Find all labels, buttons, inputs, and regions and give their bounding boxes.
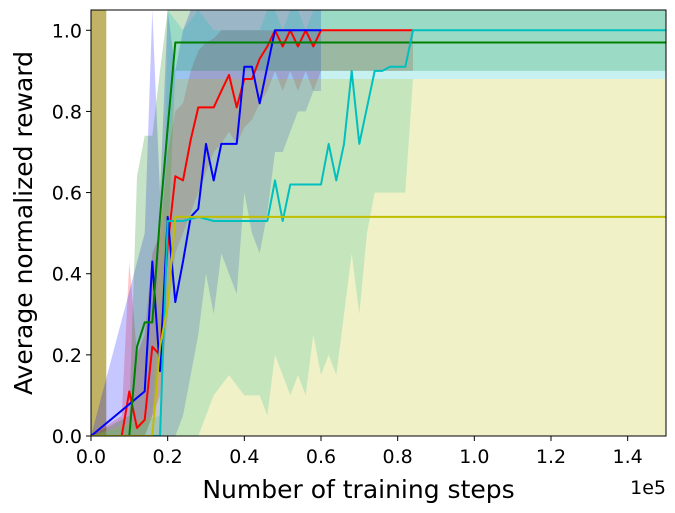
x-tick-label: 0.8 xyxy=(383,446,413,468)
y-tick-label: 0.8 xyxy=(52,101,82,123)
x-tick-label: 0.2 xyxy=(153,446,183,468)
x-tick-label: 1.2 xyxy=(536,446,566,468)
y-tick-label: 0.4 xyxy=(52,264,82,286)
x-tick-label: 1.0 xyxy=(459,446,489,468)
series-3-band xyxy=(91,10,666,436)
x-axis-offset-label: 1e5 xyxy=(630,477,666,499)
y-tick-label: 0.2 xyxy=(52,345,82,367)
series-5-line xyxy=(91,215,666,436)
y-tick-label: 0.0 xyxy=(52,426,82,448)
x-axis-ticks: 0.0 0.2 0.4 0.6 0.8 1.0 1.2 1.4 xyxy=(76,436,643,468)
series-1-band xyxy=(91,30,413,436)
series-0-band xyxy=(91,10,107,436)
series-1-line xyxy=(91,29,413,436)
series-lines xyxy=(91,29,666,436)
y-axis-ticks: 0.0 0.2 0.4 0.6 0.8 1.0 xyxy=(52,20,91,448)
x-tick-label: 1.4 xyxy=(613,446,643,468)
series-2-line xyxy=(91,29,321,436)
x-tick-label: 0.0 xyxy=(76,446,106,468)
series-4-band xyxy=(91,10,666,436)
x-tick-label: 0.4 xyxy=(229,446,259,468)
x-tick-label: 0.6 xyxy=(306,446,336,468)
series-3-line xyxy=(91,41,666,436)
confidence-bands xyxy=(91,10,666,436)
series-5-band xyxy=(91,79,666,436)
y-tick-label: 0.6 xyxy=(52,183,82,205)
y-axis-label: Average normalized reward xyxy=(9,51,38,395)
plot-frame xyxy=(90,9,667,437)
series-4-line xyxy=(91,29,666,436)
x-axis-label: Number of training steps xyxy=(202,475,514,504)
y-tick-label: 1.0 xyxy=(52,20,82,42)
